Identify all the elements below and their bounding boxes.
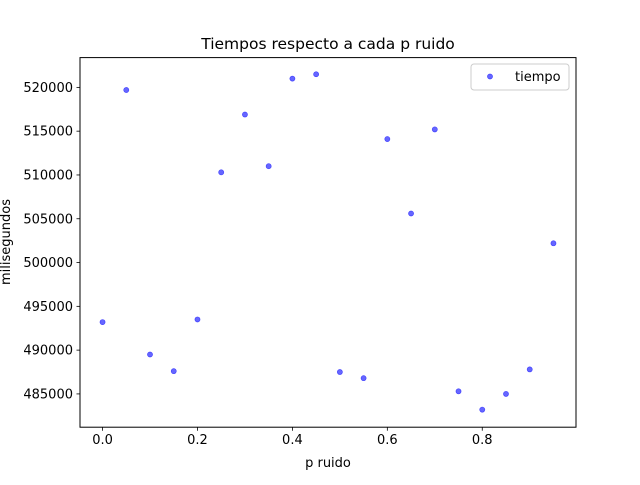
data-point [479,406,486,413]
legend-label: tiempo [515,70,561,85]
data-point [431,126,438,133]
data-point [384,136,391,142]
legend-marker [487,73,493,80]
data-point [313,71,320,78]
data-point [99,319,106,326]
data-points [99,71,557,413]
x-tick-label: 0.8 [472,433,493,448]
y-tick-label: 485000 [23,387,73,402]
legend-box [470,63,570,91]
data-point [147,351,153,358]
x-tick-label: 0.6 [377,433,398,448]
data-point [550,240,557,247]
x-tick-label: 0.2 [187,433,208,448]
y-tick-label: 495000 [23,300,73,315]
data-point [242,111,248,118]
y-tick-label: 490000 [23,344,73,359]
data-point [408,210,414,217]
plot-frame [79,57,577,428]
data-point [218,169,225,176]
data-point [265,163,272,170]
x-axis-label: p ruido [305,456,351,471]
x-axis-ticks: 0.0 0.2 0.4 0.6 0.8 [92,427,493,448]
y-tick-label: 505000 [23,212,73,227]
data-point [194,316,201,323]
data-point [336,369,343,375]
y-tick-label: 520000 [23,81,73,96]
legend: tiempo [470,63,570,91]
y-axis-label: milisegundos [0,199,14,285]
x-tick-label: 0.0 [92,433,113,448]
data-point [503,391,509,397]
data-point [526,366,533,373]
chart-title: Tiempos respecto a cada p ruido [200,35,455,53]
data-point [360,375,367,382]
y-axis-ticks: 485000 490000 495000 500000 505000 510000 5150… [23,81,80,402]
data-point [123,87,130,93]
data-point [455,388,462,395]
y-tick-label: 500000 [23,256,73,271]
data-point [170,368,177,375]
y-tick-label: 510000 [23,168,73,183]
y-tick-label: 515000 [23,125,73,140]
x-tick-label: 0.4 [282,433,303,448]
data-point [289,75,296,82]
